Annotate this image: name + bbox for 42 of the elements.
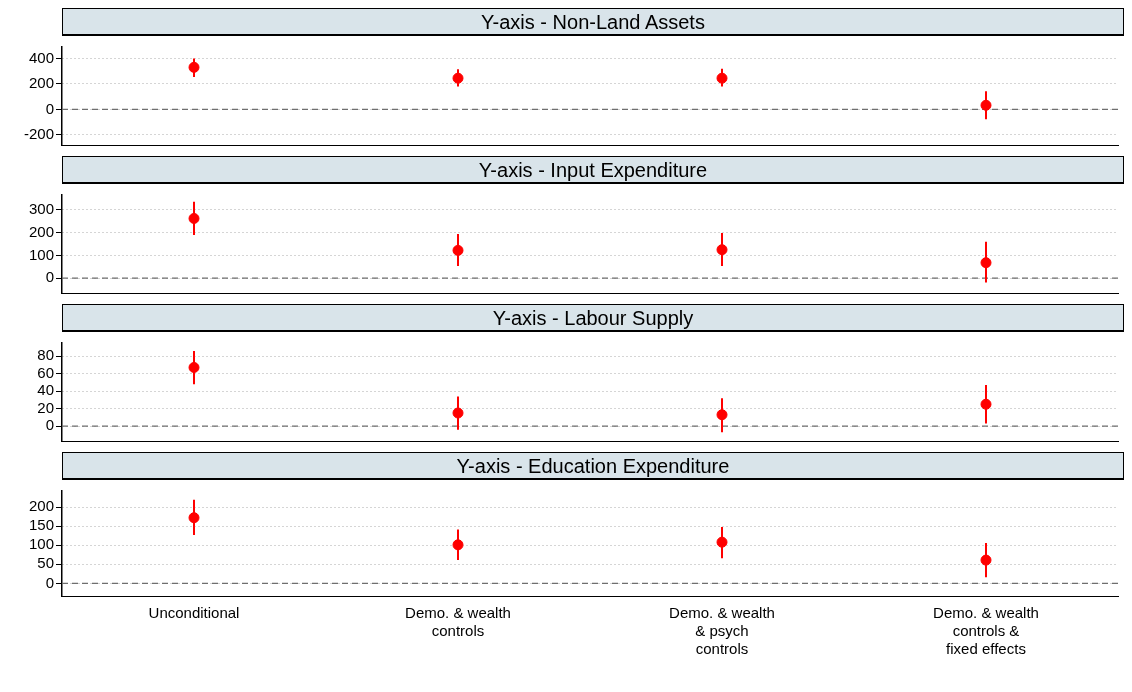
y-tick-label: -200 (23, 124, 54, 142)
y-tick-label: 40 (37, 381, 54, 399)
point (452, 72, 464, 84)
point (980, 554, 992, 566)
y-tick-label: 0 (45, 268, 54, 286)
y-tick-label: 50 (37, 554, 54, 572)
y-tick-label: 0 (45, 416, 54, 434)
chart-title: Y-axis - Non-Land Assets (62, 8, 1124, 36)
point (716, 72, 728, 84)
point (980, 257, 992, 269)
x-tick-label: Demo. & wealth & psych controls (669, 604, 775, 658)
point (452, 539, 464, 551)
x-tick-label: Demo. & wealth controls & fixed effects (933, 604, 1039, 658)
y-tick-label: 200 (28, 74, 54, 92)
point (452, 244, 464, 256)
y-tick-label: 20 (37, 398, 54, 416)
y-tick-label: 400 (28, 48, 54, 66)
point (188, 61, 200, 73)
point (452, 407, 464, 419)
y-tick-label: 0 (45, 573, 54, 591)
chart-title: Y-axis - Education Expenditure (62, 452, 1124, 480)
chart-title: Y-axis - Labour Supply (62, 304, 1124, 332)
y-tick-label: 200 (28, 497, 54, 515)
x-tick-label: Unconditional (148, 604, 240, 622)
y-tick-label: 300 (28, 199, 54, 217)
y-tick-label: 60 (37, 363, 54, 381)
point (716, 536, 728, 548)
y-tick-label: 100 (28, 245, 54, 263)
y-tick-label: 80 (37, 346, 54, 364)
y-tick-label: 150 (28, 516, 54, 534)
point (188, 362, 200, 373)
point (188, 512, 200, 524)
point (716, 409, 728, 421)
point (188, 212, 200, 224)
point (980, 398, 992, 410)
point (980, 99, 992, 111)
y-tick-label: 200 (28, 222, 54, 240)
y-tick-label: 0 (45, 99, 54, 117)
x-tick-label: Demo. & wealth controls (405, 604, 511, 640)
chart-title: Y-axis - Input Expenditure (62, 156, 1124, 184)
point (716, 244, 728, 256)
y-tick-label: 100 (28, 535, 54, 553)
